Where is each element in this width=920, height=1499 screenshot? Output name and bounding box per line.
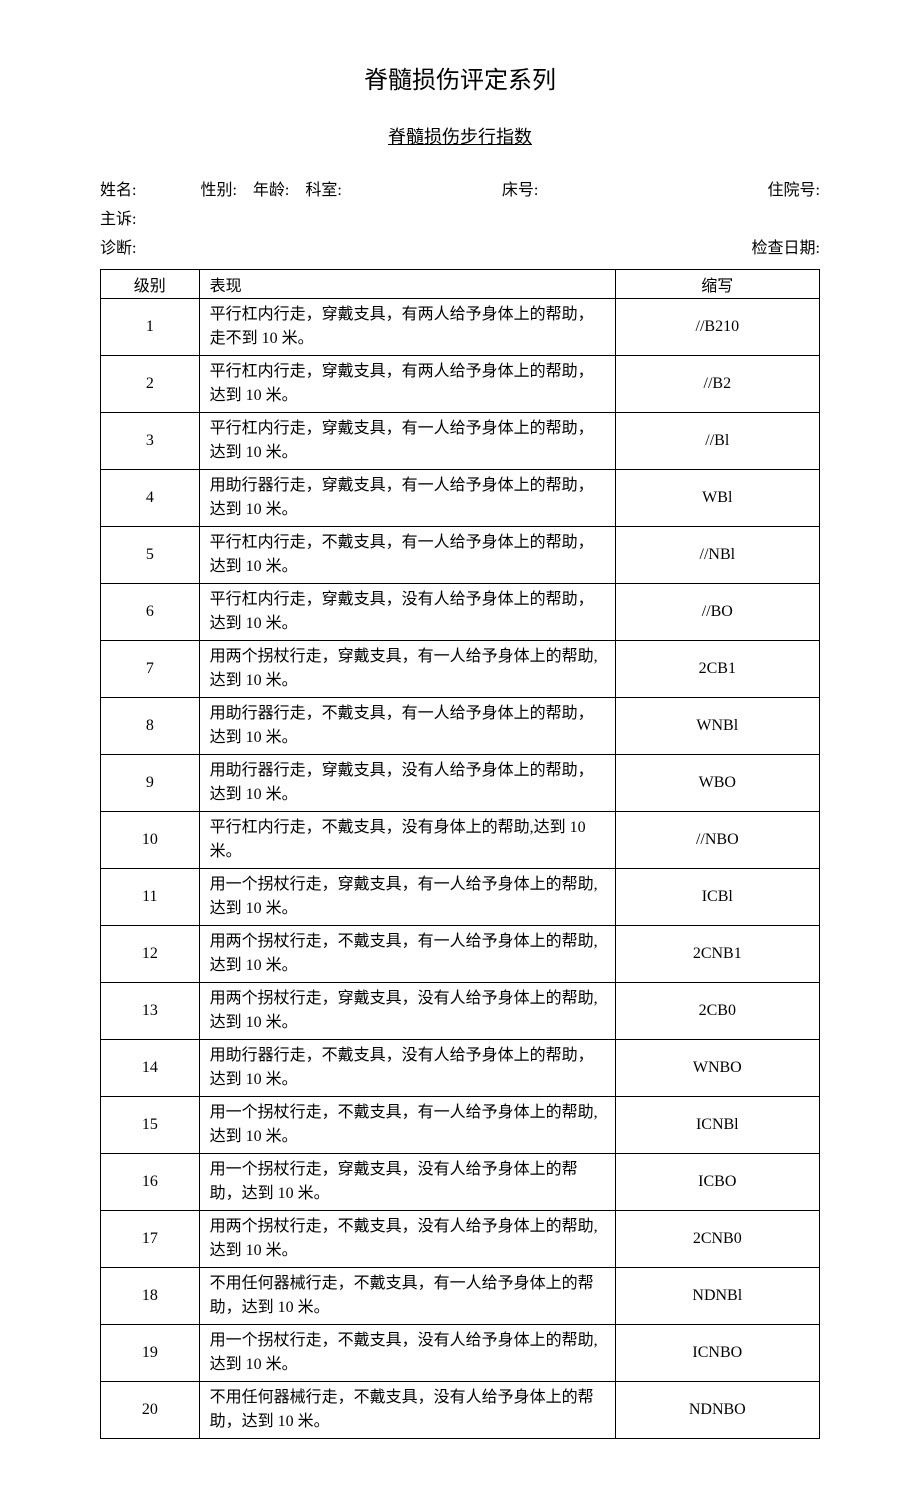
desc-cell: 用一个拐杖行走，穿戴支具，没有人给予身体上的帮助，达到 10 米。 [199,1154,615,1211]
level-cell: 16 [101,1154,200,1211]
age-label: 年龄: [253,177,289,206]
table-row: 13用两个拐杖行走，穿戴支具，没有人给予身体上的帮助,达到 10 米。2CB0 [101,983,820,1040]
desc-cell: 平行杠内行走，不戴支具，没有身体上的帮助,达到 10 米。 [199,812,615,869]
abbr-cell: 2CNB0 [615,1211,819,1268]
desc-cell: 平行杠内行走，不戴支具，有一人给予身体上的帮助，达到 10 米。 [199,527,615,584]
abbr-cell: 2CB0 [615,983,819,1040]
walking-index-table: 级别 表现 缩写 1平行杠内行走，穿戴支具，有两人给予身体上的帮助，走不到 10… [100,269,820,1439]
level-cell: 6 [101,584,200,641]
desc-cell: 平行杠内行走，穿戴支具，没有人给予身体上的帮助，达到 10 米。 [199,584,615,641]
table-row: 6平行杠内行走，穿戴支具，没有人给予身体上的帮助，达到 10 米。//BO [101,584,820,641]
desc-cell: 用助行器行走，穿戴支具，有一人给予身体上的帮助，达到 10 米。 [199,470,615,527]
desc-cell: 用一个拐杖行走，穿戴支具，有一人给予身体上的帮助,达到 10 米。 [199,869,615,926]
diag-label: 诊断: [100,235,136,264]
level-cell: 15 [101,1097,200,1154]
name-label: 姓名: [100,177,136,206]
chief-label: 主诉: [100,206,136,235]
abbr-cell: 2CB1 [615,641,819,698]
table-row: 11用一个拐杖行走，穿戴支具，有一人给予身体上的帮助,达到 10 米。ICBl [101,869,820,926]
abbr-cell: 2CNB1 [615,926,819,983]
level-cell: 11 [101,869,200,926]
level-cell: 20 [101,1382,200,1439]
page-subtitle: 脊髓损伤步行指数 [100,123,820,149]
level-cell: 8 [101,698,200,755]
abbr-cell: WNBl [615,698,819,755]
adm-label: 住院号: [768,177,820,206]
abbr-cell: //B210 [615,299,819,356]
level-cell: 10 [101,812,200,869]
abbr-cell: //BO [615,584,819,641]
abbr-cell: WNBO [615,1040,819,1097]
level-cell: 2 [101,356,200,413]
page-title: 脊髓损伤评定系列 [100,60,820,95]
level-cell: 5 [101,527,200,584]
table-row: 5平行杠内行走，不戴支具，有一人给予身体上的帮助，达到 10 米。//NBl [101,527,820,584]
table-row: 8用助行器行走，不戴支具，有一人给予身体上的帮助，达到 10 米。WNBl [101,698,820,755]
col-level-header: 级别 [101,270,200,299]
level-cell: 12 [101,926,200,983]
table-row: 1平行杠内行走，穿戴支具，有两人给予身体上的帮助，走不到 10 米。//B210 [101,299,820,356]
desc-cell: 不用任何器械行走，不戴支具，没有人给予身体上的帮助，达到 10 米。 [199,1382,615,1439]
level-cell: 14 [101,1040,200,1097]
table-header-row: 级别 表现 缩写 [101,270,820,299]
desc-cell: 平行杠内行走，穿戴支具，有一人给予身体上的帮助，达到 10 米。 [199,413,615,470]
table-row: 15用一个拐杖行走，不戴支具，有一人给予身体上的帮助,达到 10 米。ICNBl [101,1097,820,1154]
table-row: 17用两个拐杖行走，不戴支具，没有人给予身体上的帮助,达到 10 米。2CNB0 [101,1211,820,1268]
abbr-cell: ICNBO [615,1325,819,1382]
sex-label: 性别: [200,177,236,206]
abbr-cell: ICBO [615,1154,819,1211]
patient-info: 姓名: 性别: 年龄: 科室: 床号: 住院号: 主诉: 诊断: 检查日期: [100,177,820,263]
level-cell: 19 [101,1325,200,1382]
abbr-cell: WBl [615,470,819,527]
desc-cell: 平行杠内行走，穿戴支具，有两人给予身体上的帮助，走不到 10 米。 [199,299,615,356]
level-cell: 18 [101,1268,200,1325]
date-label: 检查日期: [752,235,820,264]
desc-cell: 不用任何器械行走，不戴支具，有一人给予身体上的帮助，达到 10 米。 [199,1268,615,1325]
level-cell: 1 [101,299,200,356]
bed-label: 床号: [502,177,538,206]
table-row: 18不用任何器械行走，不戴支具，有一人给予身体上的帮助，达到 10 米。NDNB… [101,1268,820,1325]
desc-cell: 用助行器行走，穿戴支具，没有人给予身体上的帮助，达到 10 米。 [199,755,615,812]
table-row: 2平行杠内行走，穿戴支具，有两人给予身体上的帮助，达到 10 米。//B2 [101,356,820,413]
col-desc-header: 表现 [199,270,615,299]
table-row: 9用助行器行走，穿戴支具，没有人给予身体上的帮助，达到 10 米。WBO [101,755,820,812]
abbr-cell: NDNBO [615,1382,819,1439]
level-cell: 3 [101,413,200,470]
desc-cell: 用助行器行走，不戴支具，有一人给予身体上的帮助，达到 10 米。 [199,698,615,755]
desc-cell: 用一个拐杖行走，不戴支具，有一人给予身体上的帮助,达到 10 米。 [199,1097,615,1154]
abbr-cell: ICNBl [615,1097,819,1154]
desc-cell: 用两个拐杖行走，不戴支具，没有人给予身体上的帮助,达到 10 米。 [199,1211,615,1268]
desc-cell: 用两个拐杖行走，不戴支具，有一人给予身体上的帮助,达到 10 米。 [199,926,615,983]
table-row: 16用一个拐杖行走，穿戴支具，没有人给予身体上的帮助，达到 10 米。ICBO [101,1154,820,1211]
desc-cell: 平行杠内行走，穿戴支具，有两人给予身体上的帮助，达到 10 米。 [199,356,615,413]
abbr-cell: ICBl [615,869,819,926]
abbr-cell: //B2 [615,356,819,413]
desc-cell: 用两个拐杖行走，穿戴支具，没有人给予身体上的帮助,达到 10 米。 [199,983,615,1040]
abbr-cell: //NBO [615,812,819,869]
abbr-cell: NDNBl [615,1268,819,1325]
level-cell: 17 [101,1211,200,1268]
desc-cell: 用两个拐杖行走，穿戴支具，有一人给予身体上的帮助,达到 10 米。 [199,641,615,698]
table-row: 12用两个拐杖行走，不戴支具，有一人给予身体上的帮助,达到 10 米。2CNB1 [101,926,820,983]
level-cell: 13 [101,983,200,1040]
abbr-cell: //NBl [615,527,819,584]
table-row: 10平行杠内行走，不戴支具，没有身体上的帮助,达到 10 米。//NBO [101,812,820,869]
level-cell: 9 [101,755,200,812]
table-row: 20不用任何器械行走，不戴支具，没有人给予身体上的帮助，达到 10 米。NDNB… [101,1382,820,1439]
col-abbr-header: 缩写 [615,270,819,299]
level-cell: 4 [101,470,200,527]
abbr-cell: //Bl [615,413,819,470]
table-row: 14用助行器行走，不戴支具，没有人给予身体上的帮助，达到 10 米。WNBO [101,1040,820,1097]
level-cell: 7 [101,641,200,698]
table-row: 3平行杠内行走，穿戴支具，有一人给予身体上的帮助，达到 10 米。//Bl [101,413,820,470]
dept-label: 科室: [305,177,341,206]
table-row: 19用一个拐杖行走，不戴支具，没有人给予身体上的帮助,达到 10 米。ICNBO [101,1325,820,1382]
desc-cell: 用一个拐杖行走，不戴支具，没有人给予身体上的帮助,达到 10 米。 [199,1325,615,1382]
table-row: 7用两个拐杖行走，穿戴支具，有一人给予身体上的帮助,达到 10 米。2CB1 [101,641,820,698]
table-row: 4用助行器行走，穿戴支具，有一人给予身体上的帮助，达到 10 米。WBl [101,470,820,527]
abbr-cell: WBO [615,755,819,812]
desc-cell: 用助行器行走，不戴支具，没有人给予身体上的帮助，达到 10 米。 [199,1040,615,1097]
